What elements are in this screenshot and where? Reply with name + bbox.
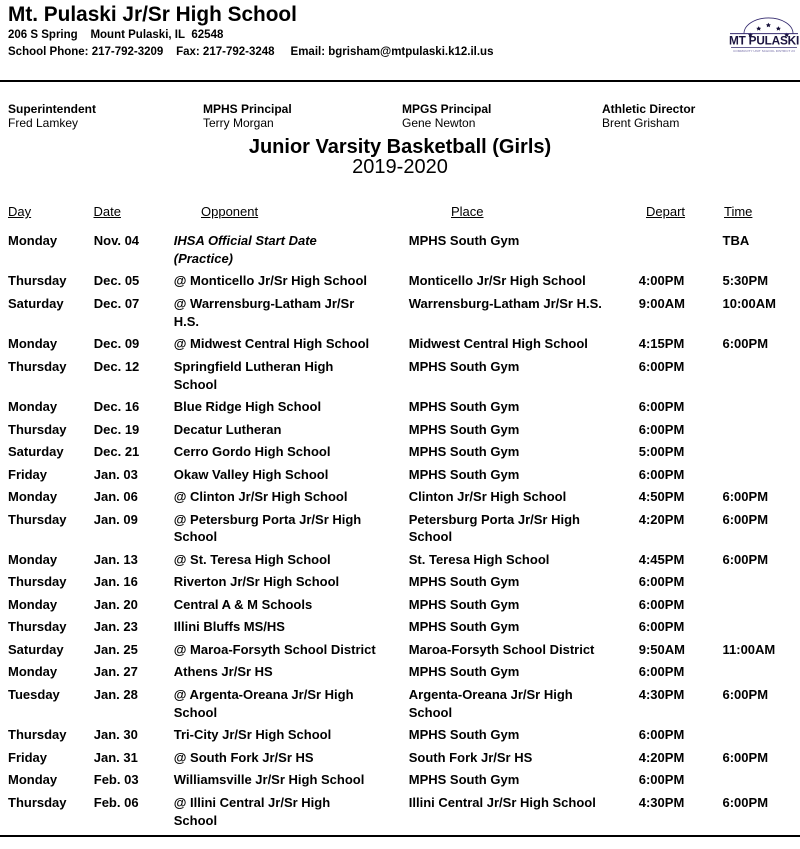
svg-text:COMMUNITY UNIT SCHOOL DISTRICT: COMMUNITY UNIT SCHOOL DISTRICT 23 [733, 49, 795, 52]
svg-text:MT PULASKI: MT PULASKI [729, 33, 799, 47]
